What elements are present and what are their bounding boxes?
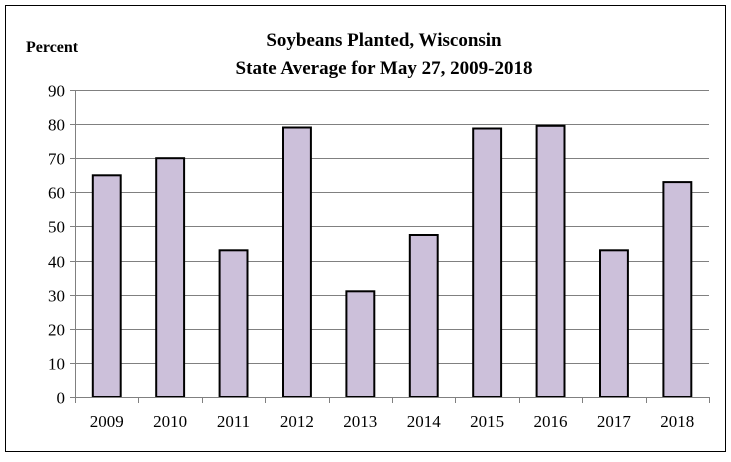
x-tick-label: 2014 bbox=[407, 412, 442, 431]
x-tick-label: 2013 bbox=[343, 412, 377, 431]
y-tick-labels: 0 10 20 30 40 50 60 70 80 90 bbox=[48, 82, 65, 408]
bar-2018 bbox=[662, 181, 693, 398]
y-axis-label: Percent bbox=[26, 39, 79, 56]
bars bbox=[91, 124, 693, 399]
bar-2011 bbox=[218, 249, 249, 398]
chart-title-line-1: Soybeans Planted, Wisconsin bbox=[266, 30, 502, 51]
y-tick-label: 50 bbox=[48, 218, 65, 237]
y-tick-label: 0 bbox=[57, 389, 66, 408]
x-tick-label: 2016 bbox=[534, 412, 568, 431]
y-tick-label: 30 bbox=[48, 287, 65, 306]
bar-2015 bbox=[472, 127, 503, 398]
x-tick-label: 2018 bbox=[660, 412, 694, 431]
y-tick-label: 10 bbox=[48, 355, 65, 374]
x-tick-label: 2010 bbox=[153, 412, 187, 431]
bar-2012 bbox=[282, 126, 312, 398]
bar-2009 bbox=[91, 174, 122, 398]
x-tick-labels: 2009 2010 2011 2012 2013 2014 2015 2016 2017 2018 bbox=[90, 412, 695, 431]
bar-2017 bbox=[599, 249, 629, 398]
bar-2013 bbox=[345, 290, 376, 398]
bar-2010 bbox=[155, 157, 186, 398]
x-tick-label: 2015 bbox=[470, 412, 504, 431]
x-tick-label: 2017 bbox=[597, 412, 632, 431]
x-tick-label: 2012 bbox=[280, 412, 314, 431]
y-tick-label: 60 bbox=[48, 184, 65, 203]
x-tick-label: 2009 bbox=[90, 412, 124, 431]
y-tick-label: 40 bbox=[48, 253, 65, 272]
x-tick-label: 2011 bbox=[217, 412, 250, 431]
y-tick-label: 90 bbox=[48, 82, 65, 101]
bar-2014 bbox=[408, 234, 439, 398]
y-tick-label: 20 bbox=[48, 321, 65, 340]
y-tick-label: 80 bbox=[48, 116, 65, 135]
chart-title-line-2: State Average for May 27, 2009-2018 bbox=[236, 58, 533, 79]
y-tick-label: 70 bbox=[48, 150, 65, 169]
bar-2016 bbox=[535, 124, 566, 399]
axes bbox=[70, 90, 710, 403]
